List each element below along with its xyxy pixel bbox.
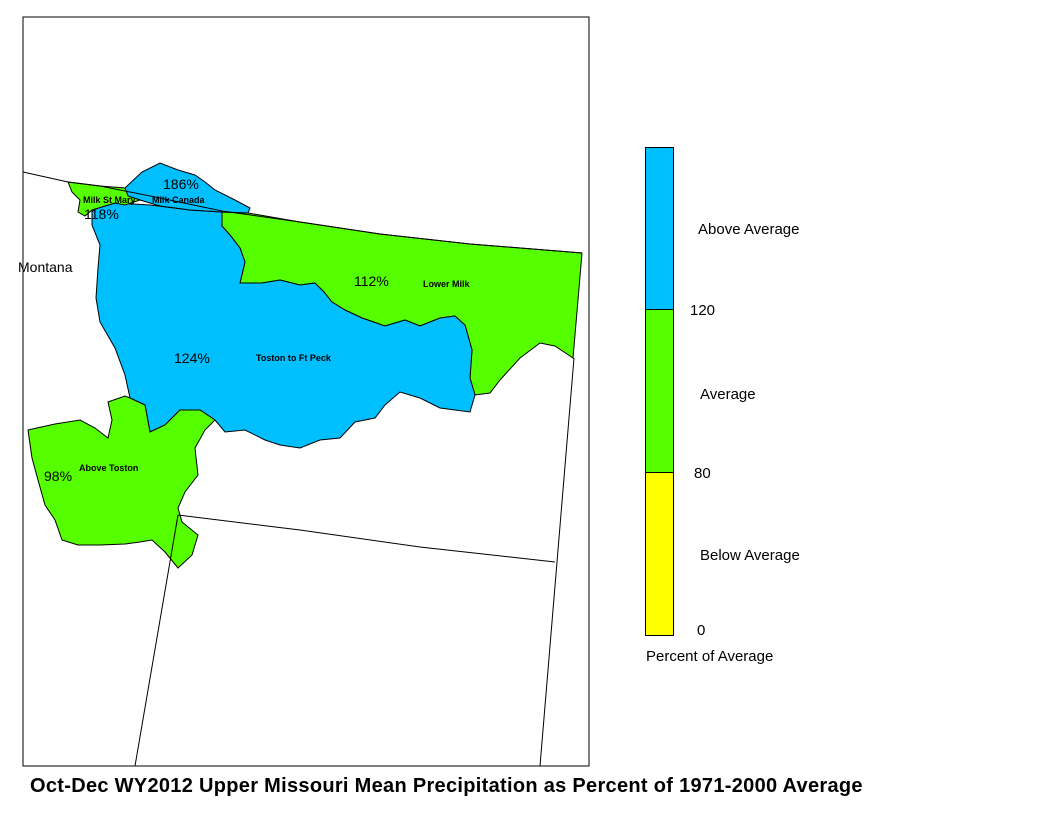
legend-break-120: 120 (690, 302, 716, 319)
basin-percent-milk-canada: 186% (163, 176, 199, 192)
map: Montana 118% Milk St Mary 186% Milk Cana… (18, 16, 590, 767)
legend-class-below: Below Average (700, 547, 800, 564)
map-title: Oct-Dec WY2012 Upper Missouri Mean Preci… (30, 775, 863, 797)
basin-name-lower-milk: Lower Milk (423, 279, 471, 289)
legend-break-0: 0 (697, 622, 706, 639)
basin-name-toston-ft-peck: Toston to Ft Peck (256, 353, 332, 363)
border-line-east (539, 357, 575, 767)
border-line-south (177, 514, 556, 563)
state-label: Montana (18, 259, 73, 275)
basin-name-milk-st-mary: Milk St Mary (83, 195, 136, 205)
basin-name-milk-canada: Milk Canada (152, 195, 206, 205)
legend-class-average: Average (700, 386, 756, 403)
basin-percent-milk-st-mary: 118% (84, 206, 119, 222)
legend-class-above: Above Average (698, 221, 800, 238)
basin-name-above-toston: Above Toston (79, 463, 138, 473)
legend-break-80: 80 (694, 465, 711, 482)
legend-swatch-above (645, 147, 674, 310)
legend-swatch-below (645, 473, 674, 636)
basin-percent-lower-milk: 112% (354, 273, 389, 289)
basin-percent-above-toston: 98% (44, 468, 72, 484)
basin-milk-canada[interactable] (124, 162, 251, 214)
legend-swatch-average (645, 310, 674, 473)
border-line-north (22, 171, 583, 254)
legend-title: Percent of Average (646, 648, 774, 665)
border-line-southwest (134, 514, 179, 767)
basin-above-toston[interactable] (27, 395, 216, 569)
basin-percent-toston-ft-peck: 124% (174, 350, 210, 366)
